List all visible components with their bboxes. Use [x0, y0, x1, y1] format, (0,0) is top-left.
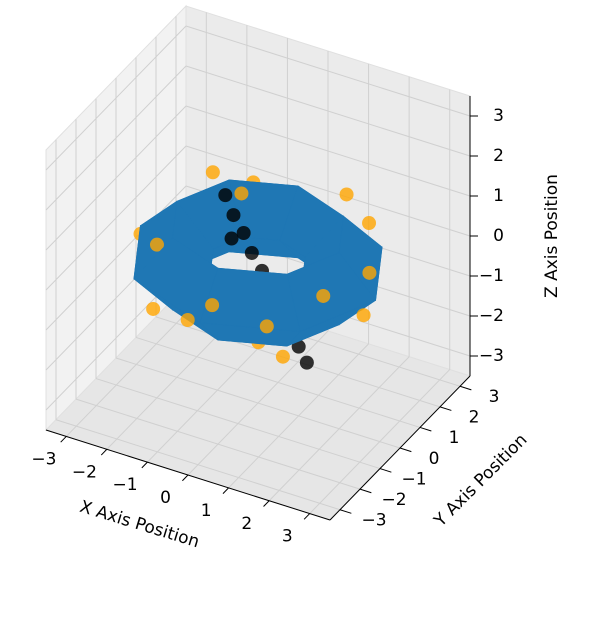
z-tick-label: 1 — [493, 186, 504, 206]
y-tick — [439, 406, 452, 411]
grid-line — [185, 25, 471, 117]
point — [236, 226, 251, 240]
axis-line — [329, 375, 471, 521]
grid-line — [55, 419, 341, 511]
point — [149, 237, 164, 252]
point — [259, 319, 274, 334]
grid-line — [185, 65, 471, 157]
grid-line — [185, 105, 471, 197]
y-tick-label: −3 — [362, 511, 387, 531]
x-tick-label: −2 — [72, 462, 97, 482]
x-tick-label: 3 — [282, 527, 293, 547]
y-tick — [379, 468, 392, 473]
x-tick — [141, 461, 148, 469]
grid-line — [45, 25, 187, 171]
axis-line — [45, 429, 331, 521]
y-axis-label: Y Axis Position — [430, 430, 532, 532]
point — [218, 188, 233, 203]
x-tick — [182, 474, 189, 482]
x-tick — [263, 500, 270, 507]
x-tick-label: 0 — [160, 488, 171, 508]
point — [316, 288, 331, 303]
y-tick-label: −2 — [382, 490, 407, 510]
y-tick — [419, 426, 432, 432]
y-tick — [359, 488, 372, 494]
grid-line — [155, 316, 441, 408]
grid-line — [115, 357, 401, 449]
grid-line — [45, 105, 187, 251]
point — [180, 313, 195, 327]
x-tick — [222, 487, 229, 494]
y-tick-label: 1 — [449, 428, 460, 448]
y-tick-label: −1 — [402, 469, 427, 489]
x-tick-label: −3 — [31, 449, 56, 469]
x-tick — [100, 448, 108, 456]
z-tick-label: −1 — [479, 266, 504, 286]
y-tick — [399, 447, 412, 453]
y-tick-label: 3 — [489, 387, 500, 407]
x-axis-label: X Axis Position — [77, 497, 201, 552]
point — [205, 298, 220, 313]
z-tick-label: 3 — [493, 106, 504, 126]
z-axis-label: Z Axis Position — [542, 174, 562, 298]
z-tick-label: 0 — [493, 226, 504, 246]
z-tick-label: −2 — [479, 306, 504, 326]
point — [356, 308, 371, 323]
x-tick — [60, 436, 67, 443]
point — [234, 186, 249, 201]
y-tick — [339, 509, 352, 514]
y-tick — [459, 385, 472, 391]
grid-line — [75, 398, 361, 490]
grid-line — [45, 65, 187, 211]
grid-line — [95, 378, 381, 470]
point — [244, 245, 259, 260]
x-tick — [303, 513, 311, 520]
point — [146, 301, 161, 316]
grid-line — [45, 145, 187, 291]
point — [226, 208, 241, 223]
y-tick-label: 2 — [469, 408, 480, 428]
point — [299, 355, 314, 370]
grid-line — [135, 336, 421, 428]
point — [275, 349, 290, 364]
x-tick-label: 1 — [201, 501, 212, 521]
grid-line — [45, 185, 187, 331]
point — [291, 339, 306, 354]
point — [339, 187, 354, 202]
point — [224, 231, 239, 246]
x-tick-label: −1 — [112, 475, 137, 495]
point — [205, 165, 220, 180]
point — [362, 265, 377, 280]
grid-line — [185, 145, 471, 237]
x-tick-label: 2 — [241, 514, 252, 534]
y-tick-label: 0 — [429, 449, 440, 469]
z-tick-label: −3 — [479, 346, 504, 366]
z-tick-label: 2 — [493, 146, 504, 166]
point — [362, 216, 377, 231]
